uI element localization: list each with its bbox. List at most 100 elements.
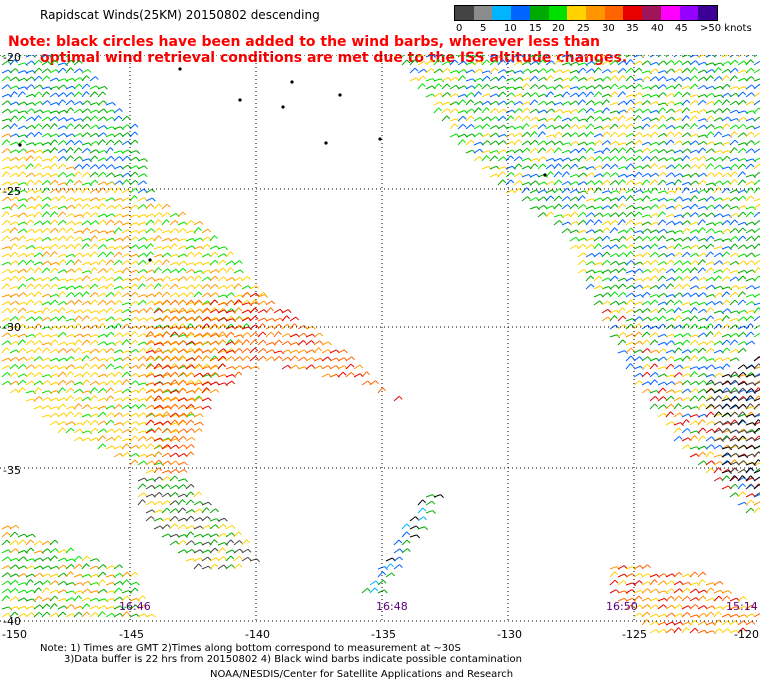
grid-line (134, 171, 139, 176)
grid-line (553, 214, 561, 218)
grid-line (447, 77, 452, 81)
grid-line (199, 508, 204, 513)
grid-line (198, 251, 203, 256)
grid-line (111, 372, 116, 377)
grid-line (110, 363, 115, 368)
grid-line (607, 156, 611, 160)
grid-line (302, 340, 307, 344)
grid-line (622, 147, 627, 152)
grid-line (457, 133, 465, 138)
grid-line (57, 187, 64, 194)
grid-line (120, 126, 124, 131)
grid-line (41, 597, 49, 602)
grid-line (54, 155, 59, 160)
grid-line (71, 244, 75, 248)
grid-line (41, 364, 48, 370)
grid-line (73, 412, 80, 418)
grid-line (681, 212, 688, 218)
grid-line (1, 253, 9, 258)
grid-line (96, 102, 100, 106)
grid-line (593, 229, 601, 234)
grid-line (121, 438, 129, 442)
grid-line (519, 101, 524, 105)
grid-line (89, 171, 96, 178)
grid-line (119, 108, 123, 112)
grid-line (720, 125, 724, 130)
grid-line (137, 197, 145, 202)
grid-line (686, 99, 691, 104)
grid-line (190, 515, 195, 520)
grid-line (721, 68, 729, 74)
grid-line (158, 355, 162, 360)
grid-line (126, 371, 131, 376)
grid-line (97, 299, 104, 306)
grid-line (48, 390, 52, 395)
grid-line (225, 539, 232, 546)
grid-line (17, 275, 24, 282)
grid-line (105, 219, 112, 226)
grid-line (54, 123, 58, 127)
grid-line (737, 179, 744, 186)
grid-line (89, 406, 97, 410)
grid-line (641, 147, 648, 154)
grid-line (527, 196, 531, 200)
grid-line (161, 428, 168, 434)
grid-line (729, 163, 736, 170)
grid-line (153, 500, 161, 506)
grid-line (169, 253, 177, 258)
grid-line (113, 371, 120, 378)
grid-line (169, 397, 177, 402)
grid-line (169, 212, 177, 218)
grid-line (321, 341, 329, 346)
grid-line (294, 323, 298, 327)
grid-line (641, 141, 649, 146)
grid-line (649, 213, 657, 218)
grid-line (137, 180, 144, 186)
grid-line (617, 115, 623, 122)
grid-line (78, 611, 83, 616)
grid-line (519, 148, 524, 153)
grid-line (78, 147, 83, 152)
grid-line (686, 123, 690, 128)
grid-line (574, 75, 579, 80)
grid-line (33, 246, 41, 250)
grid-line (319, 340, 324, 345)
grid-line (487, 100, 492, 105)
grid-line (73, 573, 81, 578)
grid-line (31, 132, 35, 136)
grid-line (118, 404, 123, 408)
grid-line (417, 75, 424, 82)
grid-line (95, 364, 99, 369)
grid-line (174, 492, 179, 496)
grid-line (494, 155, 499, 160)
grid-line (135, 236, 139, 241)
grid-line (497, 115, 504, 122)
grid-line (231, 292, 235, 296)
grid-line (137, 604, 145, 610)
grid-line (257, 339, 264, 346)
grid-line (56, 261, 60, 266)
grid-line (137, 204, 144, 210)
grid-line (561, 157, 569, 162)
grid-line (705, 204, 713, 210)
grid-line (495, 100, 500, 105)
grid-line (56, 334, 60, 338)
grid-line (609, 197, 617, 202)
grid-line (726, 107, 731, 112)
grid-line (209, 259, 216, 266)
grid-line (607, 60, 612, 65)
grid-line (710, 115, 715, 120)
grid-line (73, 277, 81, 282)
grid-line (70, 59, 75, 64)
grid-line (745, 158, 753, 162)
grid-line (601, 125, 609, 130)
grid-line (705, 92, 713, 98)
grid-line (118, 291, 122, 296)
grid-line (129, 613, 137, 618)
grid-line (79, 292, 83, 297)
grid-line (230, 539, 235, 544)
grid-line (632, 94, 636, 98)
grid-line (241, 326, 249, 330)
grid-line (89, 316, 97, 322)
grid-line (193, 237, 201, 242)
